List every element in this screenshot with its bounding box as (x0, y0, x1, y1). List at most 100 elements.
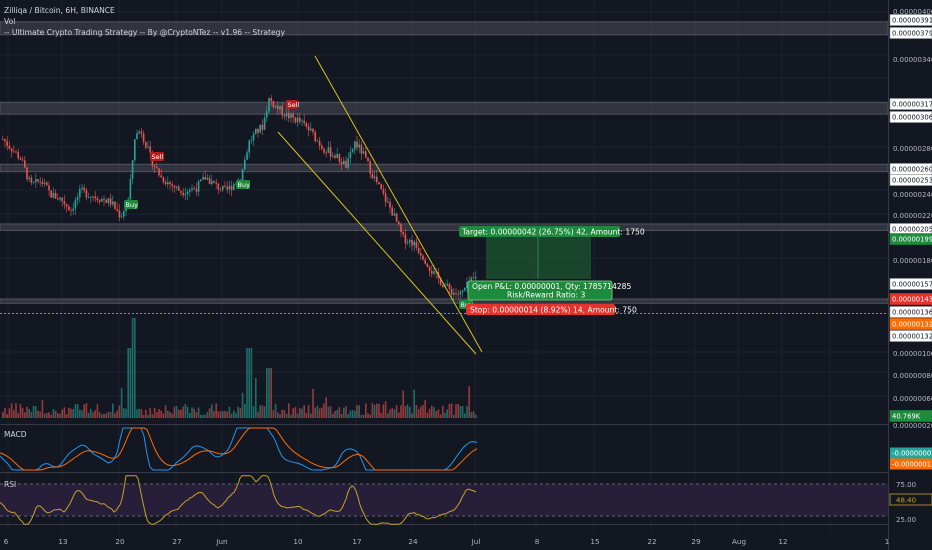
candle-body (424, 259, 426, 264)
candle-body (415, 241, 418, 248)
candle-body (259, 124, 261, 133)
volume-bar (189, 412, 191, 418)
time-axis-label: 15 (590, 537, 599, 546)
price-tag-bg (889, 410, 932, 422)
volume-bar (175, 405, 178, 418)
volume-bar (211, 404, 213, 418)
macd-tag-bg (890, 458, 932, 470)
volume-bar (411, 413, 413, 418)
volume-bar (171, 413, 173, 418)
candle-body (283, 115, 286, 117)
rsi-label: RSI (4, 480, 16, 489)
candle-body (402, 232, 404, 235)
volume-bar (184, 403, 187, 418)
volume-bar (120, 388, 123, 418)
volume-bar (468, 386, 470, 418)
volume-bar (294, 407, 297, 418)
volume-bar (39, 411, 41, 418)
candle-body (362, 151, 365, 154)
candle-body (224, 185, 226, 187)
volume-bar (4, 407, 6, 418)
volume-bar (167, 410, 169, 418)
open-pl-label: Open P&L: 0.00000001, Qty: 1785714285 (472, 282, 631, 291)
volume-bar (272, 410, 275, 418)
candle-body (184, 193, 187, 196)
candle-body (43, 182, 46, 184)
volume-bar (263, 406, 266, 418)
candle-body (358, 144, 360, 148)
price-axis: 0.00000400 0.00000340 0.00000280 0.00000240… (889, 0, 932, 550)
volume-bar (103, 413, 105, 418)
candle-body (90, 196, 92, 198)
candle-body (329, 147, 332, 157)
wedge-upper-line (314, 55, 483, 353)
candle-body (301, 120, 303, 122)
volume-bar (382, 404, 385, 418)
wedge-lower-line (277, 131, 477, 355)
price-tag: 0.00000136 (892, 309, 932, 317)
volume-bar (164, 405, 167, 418)
signal-badge (236, 180, 250, 189)
volume-bar (283, 410, 286, 418)
candle-body (345, 160, 347, 168)
candle-body (222, 185, 224, 190)
candle-body (312, 128, 314, 133)
volume-bar (299, 408, 301, 418)
volume-bar (15, 403, 17, 418)
candle-body (310, 128, 312, 131)
volume-bar (413, 389, 415, 418)
candle-body (215, 182, 217, 184)
volume-bar (257, 411, 259, 418)
candle-body (193, 188, 195, 190)
volume-bar (334, 411, 336, 418)
macd-axis-tags: -0.00000007 -0.00000011 (890, 447, 932, 470)
candle-body (268, 98, 270, 112)
candle-body (257, 128, 259, 133)
volume-bar (235, 412, 237, 418)
volume-bar (404, 405, 407, 418)
candle-body (116, 208, 118, 211)
candle-body (475, 277, 477, 279)
candle-body (46, 182, 48, 186)
volume-bar (380, 412, 382, 418)
candle-body (393, 213, 396, 216)
price-axis-label: 0.00000100 (893, 350, 932, 358)
volume-bar (90, 408, 92, 418)
volume-bar (200, 414, 202, 418)
price-tag-bg (889, 27, 932, 39)
candle-body (314, 132, 316, 142)
volume-bar (101, 414, 103, 418)
volume-bar (6, 414, 8, 418)
volume-bar (356, 405, 358, 418)
candle-body (369, 161, 371, 174)
volume-bar (173, 406, 176, 418)
open-pl-label-bg (467, 280, 613, 301)
candle-body (41, 181, 44, 184)
volume-bar (464, 413, 466, 418)
candle-body (255, 128, 257, 134)
candle-body (453, 292, 455, 295)
candle-body (426, 263, 429, 267)
volume-bar (21, 407, 24, 418)
candle-body (156, 166, 158, 169)
signal-badge (286, 100, 298, 109)
candle-body (279, 105, 281, 110)
candle-body (285, 112, 288, 117)
price-tag-bg (889, 174, 932, 186)
volume-bar (332, 413, 334, 418)
rsi-pane (0, 475, 888, 525)
candle-body (228, 185, 231, 190)
volume-bar (204, 414, 206, 418)
target-label-bg (459, 226, 620, 237)
candle-body (263, 117, 266, 130)
candle-body (261, 124, 264, 130)
candle-body (17, 152, 19, 159)
volume-bar (10, 403, 13, 418)
candle-body (395, 213, 398, 222)
target-label: Target: 0.00000042 (26.75%) 42, Amount: … (461, 228, 645, 237)
price-axis-label: 0.00000080 (893, 372, 932, 380)
candle-body (107, 198, 110, 203)
candle-body (340, 161, 343, 165)
volume-bar (147, 414, 149, 418)
